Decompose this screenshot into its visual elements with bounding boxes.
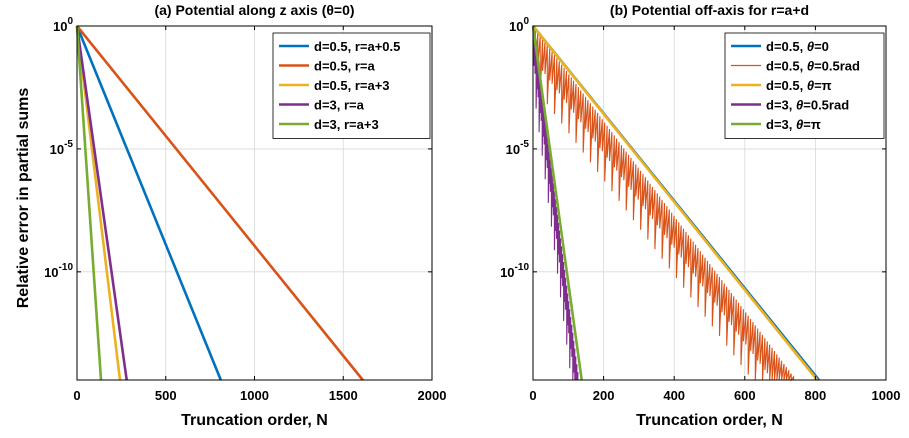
legend-entry: d=3, r=a+3 <box>314 117 379 132</box>
y-tick-label: 10-5 <box>506 139 530 157</box>
panel-a: (a) Potential along z axis (θ=0) 0 500 100… <box>44 2 446 429</box>
legend-entry: d=0.5, θ=π <box>766 78 832 93</box>
y-tick-label: 10-10 <box>44 262 73 280</box>
x-tick-label: 1000 <box>872 388 901 403</box>
panel-b-series <box>531 25 820 382</box>
series-line <box>75 25 103 381</box>
y-tick-label: 100 <box>509 16 529 34</box>
series-line <box>75 25 364 381</box>
legend-entry: d=0.5, r=a <box>314 59 375 74</box>
panel-b-legend: d=0.5, θ=0 d=0.5, θ=0.5rad d=0.5, θ=π d=3, … <box>724 32 885 139</box>
legend-entry: d=3, θ=0.5rad <box>766 98 849 113</box>
x-tick-label: 2000 <box>418 388 447 403</box>
x-tick-label: 500 <box>155 388 177 403</box>
x-tick-label: 800 <box>805 388 827 403</box>
legend-entry: d=0.5, r=a+0.5 <box>314 39 400 54</box>
x-tick-label: 1500 <box>329 388 358 403</box>
y-tick-label: 10-5 <box>50 139 74 157</box>
y-tick-label: 10-10 <box>500 262 529 280</box>
series-line <box>75 25 128 381</box>
x-tick-label: 0 <box>73 388 80 403</box>
panel-a-x-label: Truncation order, N <box>181 412 328 429</box>
y-tick-label: 100 <box>53 16 73 34</box>
legend-entry: d=0.5, θ=0.5rad <box>766 59 860 74</box>
y-axis-label: Relative error in partial sums <box>15 88 32 309</box>
panel-b-x-label: Truncation order, N <box>636 412 783 429</box>
legend-entry: d=3, θ=π <box>766 117 821 132</box>
series-line <box>531 25 819 381</box>
panel-b-frame <box>532 25 887 381</box>
panel-a-ticks: 0 500 1000 1500 2000 100 10-5 10-10 <box>44 16 446 403</box>
panel-a-title: (a) Potential along z axis (θ=0) <box>154 2 354 18</box>
x-tick-label: 1000 <box>240 388 269 403</box>
legend-entry: d=3, r=a <box>314 98 365 113</box>
panel-a-series <box>75 25 364 381</box>
panel-b-ticks: 0 200 400 600 800 1000 100 10-5 10-10 <box>500 16 900 403</box>
legend-entry: d=0.5, θ=0 <box>766 39 829 54</box>
x-tick-label: 200 <box>593 388 615 403</box>
x-tick-label: 600 <box>734 388 756 403</box>
x-tick-label: 0 <box>529 388 536 403</box>
series-line <box>531 25 583 381</box>
panel-b: (b) Potential off-axis for r=a+d 0 200 400… <box>500 2 900 429</box>
panel-b-title: (b) Potential off-axis for r=a+d <box>610 2 809 18</box>
panel-a-legend: d=0.5, r=a+0.5 d=0.5, r=a d=0.5, r=a+3 d=3,… <box>272 32 431 139</box>
series-line <box>75 25 223 381</box>
x-tick-label: 400 <box>663 388 685 403</box>
series-line <box>532 25 796 382</box>
legend-entry: d=0.5, r=a+3 <box>314 78 390 93</box>
